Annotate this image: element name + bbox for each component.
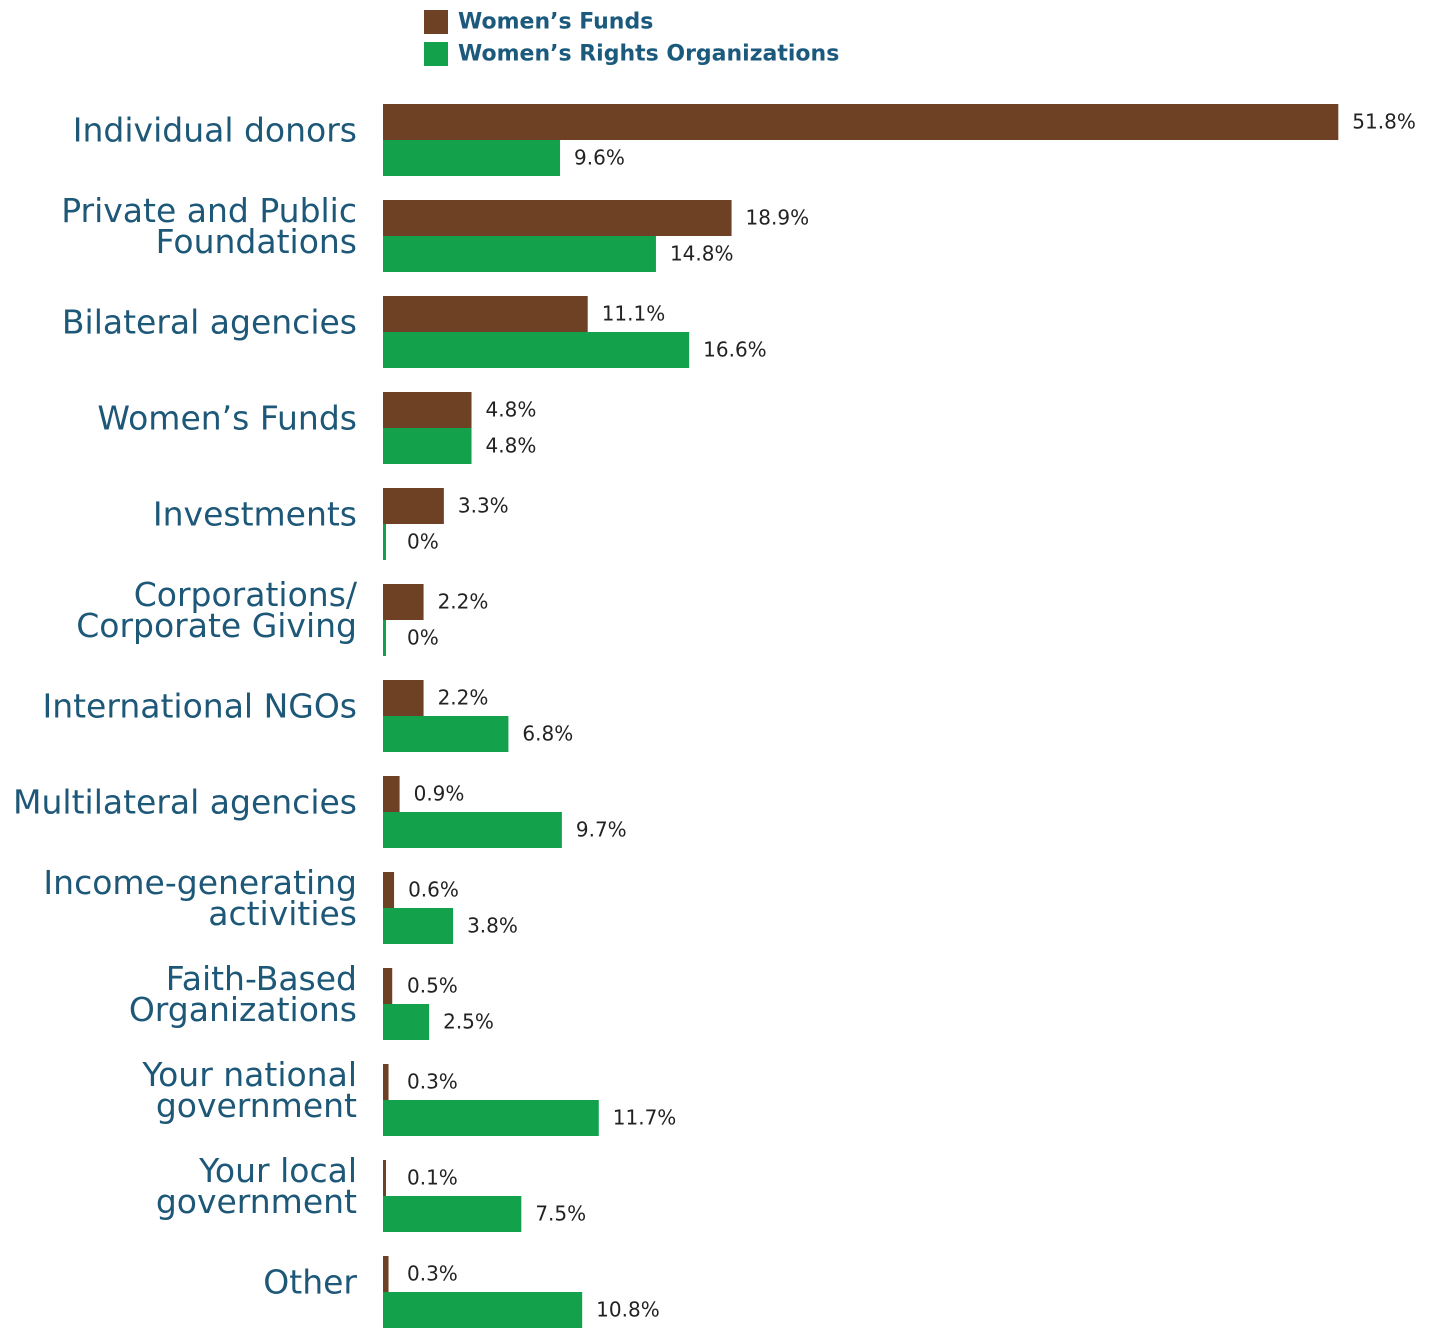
bar <box>383 1100 599 1136</box>
value-label: 51.8% <box>1352 110 1416 134</box>
value-label: 2.5% <box>443 1010 494 1034</box>
bar <box>383 524 386 560</box>
bar <box>383 332 690 368</box>
value-label: 0.6% <box>408 878 459 902</box>
bar <box>383 428 472 464</box>
bar <box>383 908 454 944</box>
value-label: 3.8% <box>467 914 518 938</box>
value-label: 0.9% <box>414 782 465 806</box>
category-label: Private and Public Foundations <box>61 191 357 261</box>
bar <box>383 200 732 236</box>
category-label: Your local government <box>155 1151 357 1221</box>
bar <box>383 1064 389 1100</box>
value-label: 16.6% <box>703 338 767 362</box>
value-label: 10.8% <box>596 1298 660 1322</box>
bar <box>383 776 400 812</box>
value-label: 0.3% <box>407 1070 458 1094</box>
bar <box>383 968 393 1004</box>
category-label: International NGOs <box>42 686 357 726</box>
category-label: Multilateral agencies <box>13 782 357 822</box>
value-label: 14.8% <box>670 242 734 266</box>
bar <box>383 236 656 272</box>
value-label: 0% <box>407 530 439 554</box>
category-label: Other <box>263 1262 357 1302</box>
bar <box>383 140 561 176</box>
category-label: Faith-Based Organizations <box>128 959 357 1029</box>
category-label: Your national government <box>142 1055 357 1125</box>
value-label: 4.8% <box>486 434 537 458</box>
value-label: 0.5% <box>407 974 458 998</box>
bar <box>383 1160 386 1196</box>
bar <box>383 1256 389 1292</box>
bar <box>383 1004 430 1040</box>
value-label: 11.7% <box>613 1106 677 1130</box>
bar <box>383 1196 522 1232</box>
bar <box>383 620 386 656</box>
bar <box>383 716 509 752</box>
category-label: Corporations/ Corporate Giving <box>76 575 357 645</box>
value-label: 6.8% <box>522 722 573 746</box>
legend-label: Women’s Rights Organizations <box>458 41 840 67</box>
bar <box>383 812 562 848</box>
value-label: 9.7% <box>576 818 627 842</box>
value-label: 3.3% <box>458 494 509 518</box>
value-label: 11.1% <box>602 302 666 326</box>
category-label: Income-generating activities <box>43 863 357 933</box>
bar <box>383 1292 583 1328</box>
category-label: Individual donors <box>72 110 357 150</box>
bar <box>383 488 444 524</box>
category-label: Bilateral agencies <box>61 302 357 342</box>
legend-label: Women’s Funds <box>458 9 654 35</box>
value-label: 2.2% <box>438 686 489 710</box>
value-label: 7.5% <box>535 1202 586 1226</box>
value-label: 2.2% <box>438 590 489 614</box>
bar <box>383 296 588 332</box>
legend-swatch <box>424 10 448 34</box>
bar <box>383 680 424 716</box>
category-label: Investments <box>152 494 357 534</box>
value-label: 18.9% <box>746 206 810 230</box>
bar <box>383 392 472 428</box>
legend-swatch <box>424 42 448 66</box>
value-label: 0.1% <box>407 1166 458 1190</box>
value-label: 9.6% <box>574 146 625 170</box>
value-label: 0% <box>407 626 439 650</box>
bar <box>383 584 424 620</box>
bar <box>383 104 1339 140</box>
value-label: 4.8% <box>486 398 537 422</box>
category-label: Women’s Funds <box>97 398 357 438</box>
bar <box>383 872 395 908</box>
value-label: 0.3% <box>407 1262 458 1286</box>
